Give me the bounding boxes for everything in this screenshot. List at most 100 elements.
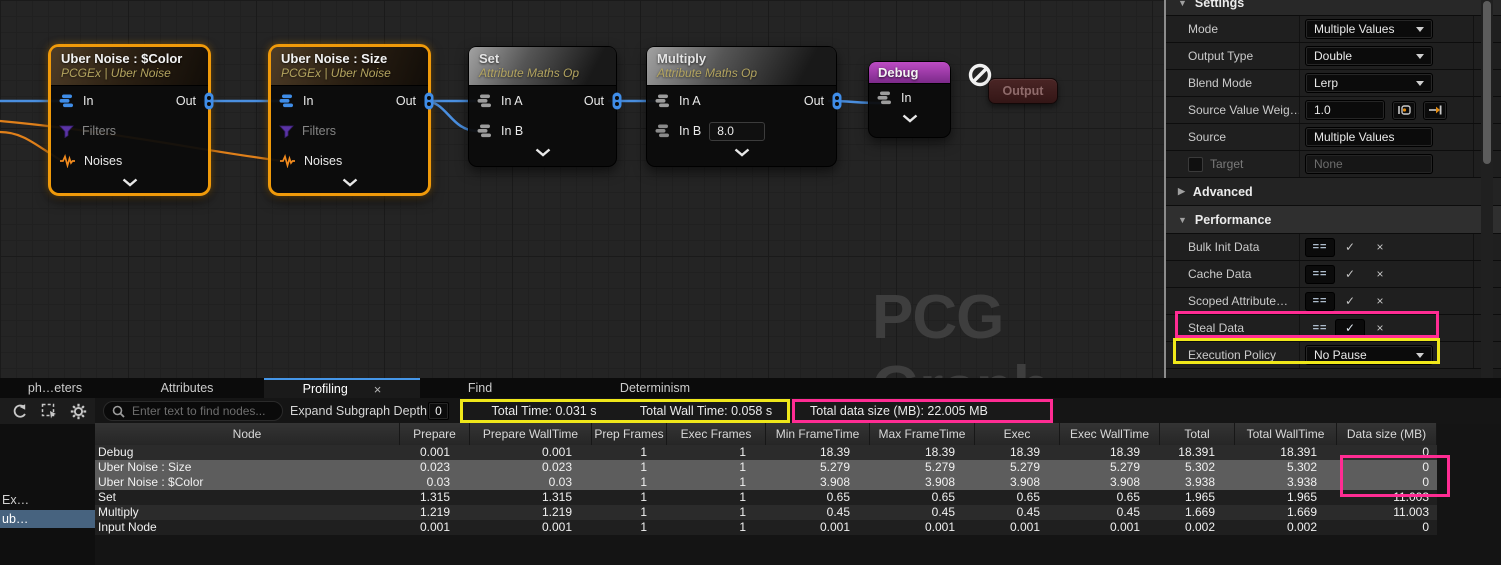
pin-filters[interactable]: Filters: [279, 124, 336, 138]
tab-find[interactable]: Find: [467, 381, 493, 395]
no-entry-icon: [968, 63, 992, 87]
tristate-default-option[interactable]: ==: [1312, 322, 1328, 334]
node-header[interactable]: Set Attribute Maths Op: [469, 47, 616, 86]
section-settings[interactable]: ▼ Settings: [1166, 0, 1501, 16]
sidebar-item[interactable]: Ex…: [2, 493, 30, 507]
pin-filters[interactable]: Filters: [59, 124, 116, 138]
target-input[interactable]: None: [1305, 154, 1433, 174]
node-debug[interactable]: Debug In: [868, 61, 951, 138]
table-row[interactable]: Multiply 1.219 1.219 1 1 0.45 0.45 0.45 …: [95, 505, 1437, 520]
tristate-default-option[interactable]: ==: [1305, 291, 1335, 311]
pin-in-a[interactable]: In A: [655, 94, 701, 108]
out-pin-icon: [832, 92, 842, 110]
tristate-check-option[interactable]: ✓: [1335, 318, 1365, 338]
blend-mode-dropdown[interactable]: Lerp: [1305, 73, 1433, 93]
node-multiply[interactable]: Multiply Attribute Maths Op In A Out In …: [646, 46, 842, 167]
tab-parameters[interactable]: ph…eters: [27, 381, 83, 395]
marquee-select-icon[interactable]: [41, 403, 57, 419]
section-performance[interactable]: ▼ Performance: [1166, 206, 1501, 234]
node-header[interactable]: Uber Noise : $Color PCGEx | Uber Noise: [51, 47, 208, 86]
pin-in[interactable]: In: [59, 94, 93, 108]
details-scrollbar[interactable]: [1481, 0, 1493, 378]
node-collapse-button[interactable]: [647, 146, 836, 163]
tab-attributes[interactable]: Attributes: [160, 381, 214, 395]
gear-icon[interactable]: [70, 403, 87, 420]
graph-canvas[interactable]: PCG Graph Uber Noise : $Color PCGEx | Ub…: [0, 0, 1164, 423]
column-header[interactable]: Node: [95, 423, 400, 445]
tristate-default-option[interactable]: ==: [1305, 264, 1335, 284]
node-subtitle: PCGEx | Uber Noise: [61, 66, 171, 80]
pin-in-b[interactable]: In B: [655, 124, 701, 138]
pin-in-b[interactable]: In B: [477, 124, 523, 138]
tab-determinism[interactable]: Determinism: [619, 381, 691, 395]
back-icon[interactable]: [11, 403, 28, 419]
row-bulk-init-data: Bulk Init Data == ✓ ×: [1166, 234, 1501, 261]
pin-in[interactable]: In: [279, 94, 313, 108]
column-header[interactable]: Total: [1160, 423, 1235, 445]
node-uber-noise-size[interactable]: Uber Noise : Size PCGEx | Uber Noise In …: [268, 44, 434, 196]
table-row-selected[interactable]: Uber Noise : Size 0.023 0.023 1 1 5.279 …: [95, 460, 1437, 475]
total-data-size-highlight: Total data size (MB): 22.005 MB: [792, 399, 1053, 423]
column-header[interactable]: Exec WallTime: [1060, 423, 1160, 445]
tristate-cross-option[interactable]: ×: [1376, 321, 1384, 335]
execution-policy-dropdown[interactable]: No Pause: [1305, 345, 1433, 365]
column-header[interactable]: Max FrameTime: [870, 423, 975, 445]
column-header[interactable]: Exec Frames: [667, 423, 766, 445]
table-row-selected[interactable]: Uber Noise : $Color 0.03 0.03 1 1 3.908 …: [95, 475, 1437, 490]
pin-out[interactable]: Out: [584, 92, 622, 110]
close-icon[interactable]: ×: [373, 381, 382, 397]
node-header[interactable]: Multiply Attribute Maths Op: [647, 47, 836, 86]
tristate-check-option[interactable]: ✓: [1344, 240, 1356, 254]
table-row[interactable]: Set 1.315 1.315 1 1 0.65 0.65 0.65 0.65 …: [95, 490, 1437, 505]
pin-in[interactable]: In: [877, 91, 911, 105]
output-type-dropdown[interactable]: Double: [1305, 46, 1433, 66]
tab-profiling[interactable]: Profiling ×: [264, 378, 420, 398]
tristate-default-option[interactable]: ==: [1305, 237, 1335, 257]
search-box[interactable]: [103, 401, 283, 421]
table-header-row: Node Prepare Prepare WallTime Prep Frame…: [95, 423, 1437, 445]
pin-out[interactable]: Out: [176, 92, 214, 110]
node-uber-noise-color[interactable]: Uber Noise : $Color PCGEx | Uber Noise I…: [48, 44, 214, 196]
search-input[interactable]: [130, 403, 274, 419]
column-header[interactable]: Exec: [975, 423, 1060, 445]
pin-in-a[interactable]: In A: [477, 94, 523, 108]
node-collapse-button[interactable]: [869, 112, 950, 129]
column-header[interactable]: Prepare WallTime: [470, 423, 592, 445]
tristate-cross-option[interactable]: ×: [1376, 294, 1384, 308]
source-input[interactable]: Multiple Values: [1305, 127, 1433, 147]
node-collapse-button[interactable]: [51, 176, 208, 193]
waveform-icon: [280, 154, 295, 168]
pin-out[interactable]: Out: [396, 92, 434, 110]
source-value-weight-input[interactable]: 1.0: [1305, 100, 1385, 120]
expand-subgraph-depth-input[interactable]: 0: [428, 402, 449, 420]
tristate-cross-option[interactable]: ×: [1376, 267, 1384, 281]
target-checkbox[interactable]: [1188, 156, 1203, 172]
column-header[interactable]: Data size (MB): [1337, 423, 1437, 445]
use-selected-icon-button[interactable]: [1423, 100, 1447, 120]
node-header[interactable]: Uber Noise : Size PCGEx | Uber Noise: [271, 47, 428, 86]
node-set[interactable]: Set Attribute Maths Op In A Out In B: [468, 46, 622, 167]
pin-out[interactable]: Out: [804, 92, 842, 110]
table-row[interactable]: Debug 0.001 0.001 1 1 18.39 18.39 18.39 …: [95, 445, 1437, 460]
pin-noises[interactable]: Noises: [279, 154, 342, 168]
tristate-check-option[interactable]: ✓: [1344, 267, 1356, 281]
column-header[interactable]: Prep Frames: [592, 423, 667, 445]
node-collapse-button[interactable]: [271, 176, 428, 193]
scrollbar-thumb[interactable]: [1483, 1, 1491, 164]
node-header[interactable]: Debug: [869, 62, 950, 84]
details-panel: ▼ Settings Mode Multiple Values ↩ Output…: [1164, 0, 1501, 378]
section-advanced[interactable]: ▶ Advanced: [1166, 178, 1501, 206]
table-row[interactable]: Input Node 0.001 0.001 1 1 0.001 0.001 0…: [95, 520, 1437, 535]
sidebar-item-selected[interactable]: ub…: [0, 510, 95, 528]
tristate-cross-option[interactable]: ×: [1376, 240, 1384, 254]
bind-icon-button[interactable]: [1392, 100, 1416, 120]
node-collapse-button[interactable]: [469, 146, 616, 163]
node-output[interactable]: Output: [988, 78, 1058, 104]
mode-dropdown[interactable]: Multiple Values: [1305, 19, 1433, 39]
column-header[interactable]: Prepare: [400, 423, 470, 445]
in-b-value-input[interactable]: 8.0: [709, 121, 766, 141]
tristate-check-option[interactable]: ✓: [1344, 294, 1356, 308]
pin-noises[interactable]: Noises: [59, 154, 122, 168]
column-header[interactable]: Total WallTime: [1235, 423, 1337, 445]
column-header[interactable]: Min FrameTime: [766, 423, 870, 445]
